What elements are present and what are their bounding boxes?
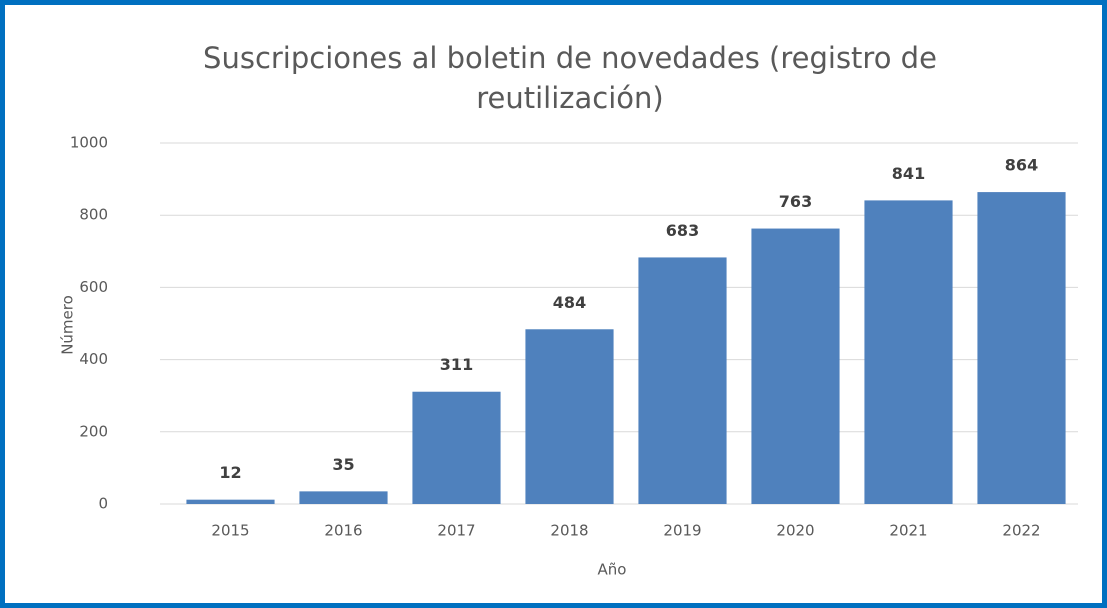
- data-label: 12: [219, 463, 241, 482]
- chart-title: Suscripciones al boletin de novedades (r…: [203, 41, 937, 115]
- bar: [751, 228, 840, 504]
- bar: [186, 499, 275, 504]
- y-tick-label: 1000: [70, 134, 108, 152]
- x-tick-label: 2019: [663, 522, 701, 540]
- x-tick-label: 2018: [550, 522, 588, 540]
- data-label: 311: [440, 355, 473, 374]
- x-tick-label: 2022: [1002, 522, 1040, 540]
- data-label: 683: [666, 221, 699, 240]
- y-tick-label: 800: [79, 206, 108, 224]
- y-tick-label: 200: [79, 422, 108, 440]
- data-label: 35: [332, 455, 354, 474]
- bar: [977, 192, 1066, 504]
- bar: [525, 329, 614, 504]
- x-tick-label: 2020: [776, 522, 814, 540]
- x-tick-label: 2017: [437, 522, 475, 540]
- y-axis-label: Número: [59, 295, 77, 355]
- x-tick-label: 2016: [324, 522, 362, 540]
- x-tick-label: 2021: [889, 522, 927, 540]
- x-tick-label: 2015: [211, 522, 249, 540]
- bar: [299, 491, 388, 504]
- y-tick-label: 400: [79, 350, 108, 368]
- data-label: 484: [553, 293, 586, 312]
- data-label: 864: [1005, 156, 1038, 175]
- bar: [638, 257, 727, 504]
- bar: [412, 391, 501, 504]
- data-label: 841: [892, 164, 925, 183]
- y-tick-label: 600: [79, 278, 108, 296]
- y-tick-label: 0: [98, 495, 108, 513]
- data-label: 763: [779, 192, 812, 211]
- bar: [864, 200, 953, 505]
- x-axis-label: Año: [598, 561, 627, 579]
